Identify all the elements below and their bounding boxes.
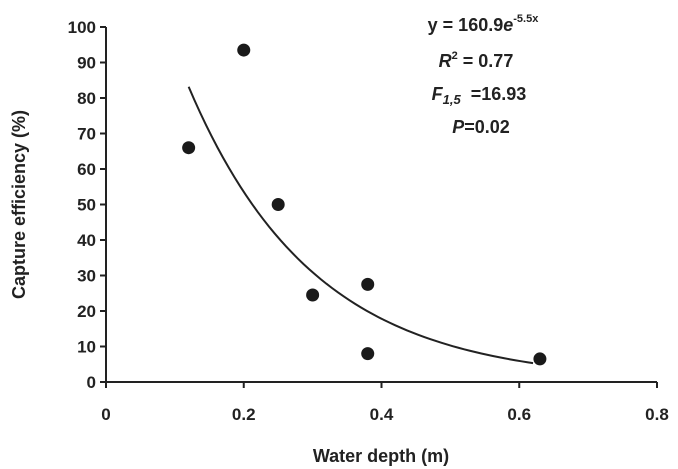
y-tick-label: 90 — [77, 54, 96, 73]
data-points — [182, 43, 547, 366]
y-tick-label: 70 — [77, 125, 96, 144]
data-point — [237, 43, 251, 57]
y-ticks: 0 10 20 30 40 50 60 70 80 90 100 — [68, 18, 106, 392]
y-tick-label: 100 — [68, 18, 96, 37]
fit-annotation: y = 160.9e-5.5x R2 = 0.77 F1,5 =16.93 P=… — [428, 13, 540, 137]
p-value-label: P=0.02 — [452, 117, 510, 137]
data-point — [271, 198, 285, 211]
y-tick-label: 20 — [77, 302, 96, 321]
f-statistic-label: F1,5 =16.93 — [432, 84, 527, 107]
x-ticks: 0 0.2 0.4 0.6 0.8 — [101, 382, 669, 424]
y-tick-label: 10 — [77, 338, 96, 357]
x-tick-label: 0.4 — [370, 405, 394, 424]
x-tick-label: 0.8 — [645, 405, 669, 424]
y-tick-label: 40 — [77, 231, 96, 250]
r-squared-label: R2 = 0.77 — [439, 50, 514, 71]
x-tick-label: 0.2 — [232, 405, 256, 424]
y-tick-label: 30 — [77, 267, 96, 286]
data-point — [306, 288, 320, 302]
y-tick-label: 60 — [77, 160, 96, 179]
x-axis-title: Water depth (m) — [313, 446, 449, 466]
x-tick-label: 0 — [101, 405, 110, 424]
axes — [105, 27, 657, 383]
data-point — [361, 277, 375, 291]
fit-curve — [187, 86, 534, 365]
data-point — [361, 347, 375, 361]
y-tick-label: 80 — [77, 89, 96, 108]
x-tick-label: 0.6 — [507, 405, 531, 424]
y-axis-title: Capture efficiency (%) — [9, 110, 29, 299]
data-point — [533, 352, 547, 366]
data-point — [182, 141, 196, 155]
equation-label: y = 160.9e-5.5x — [428, 13, 540, 35]
y-tick-label: 50 — [77, 196, 96, 215]
y-tick-label: 0 — [87, 373, 96, 392]
